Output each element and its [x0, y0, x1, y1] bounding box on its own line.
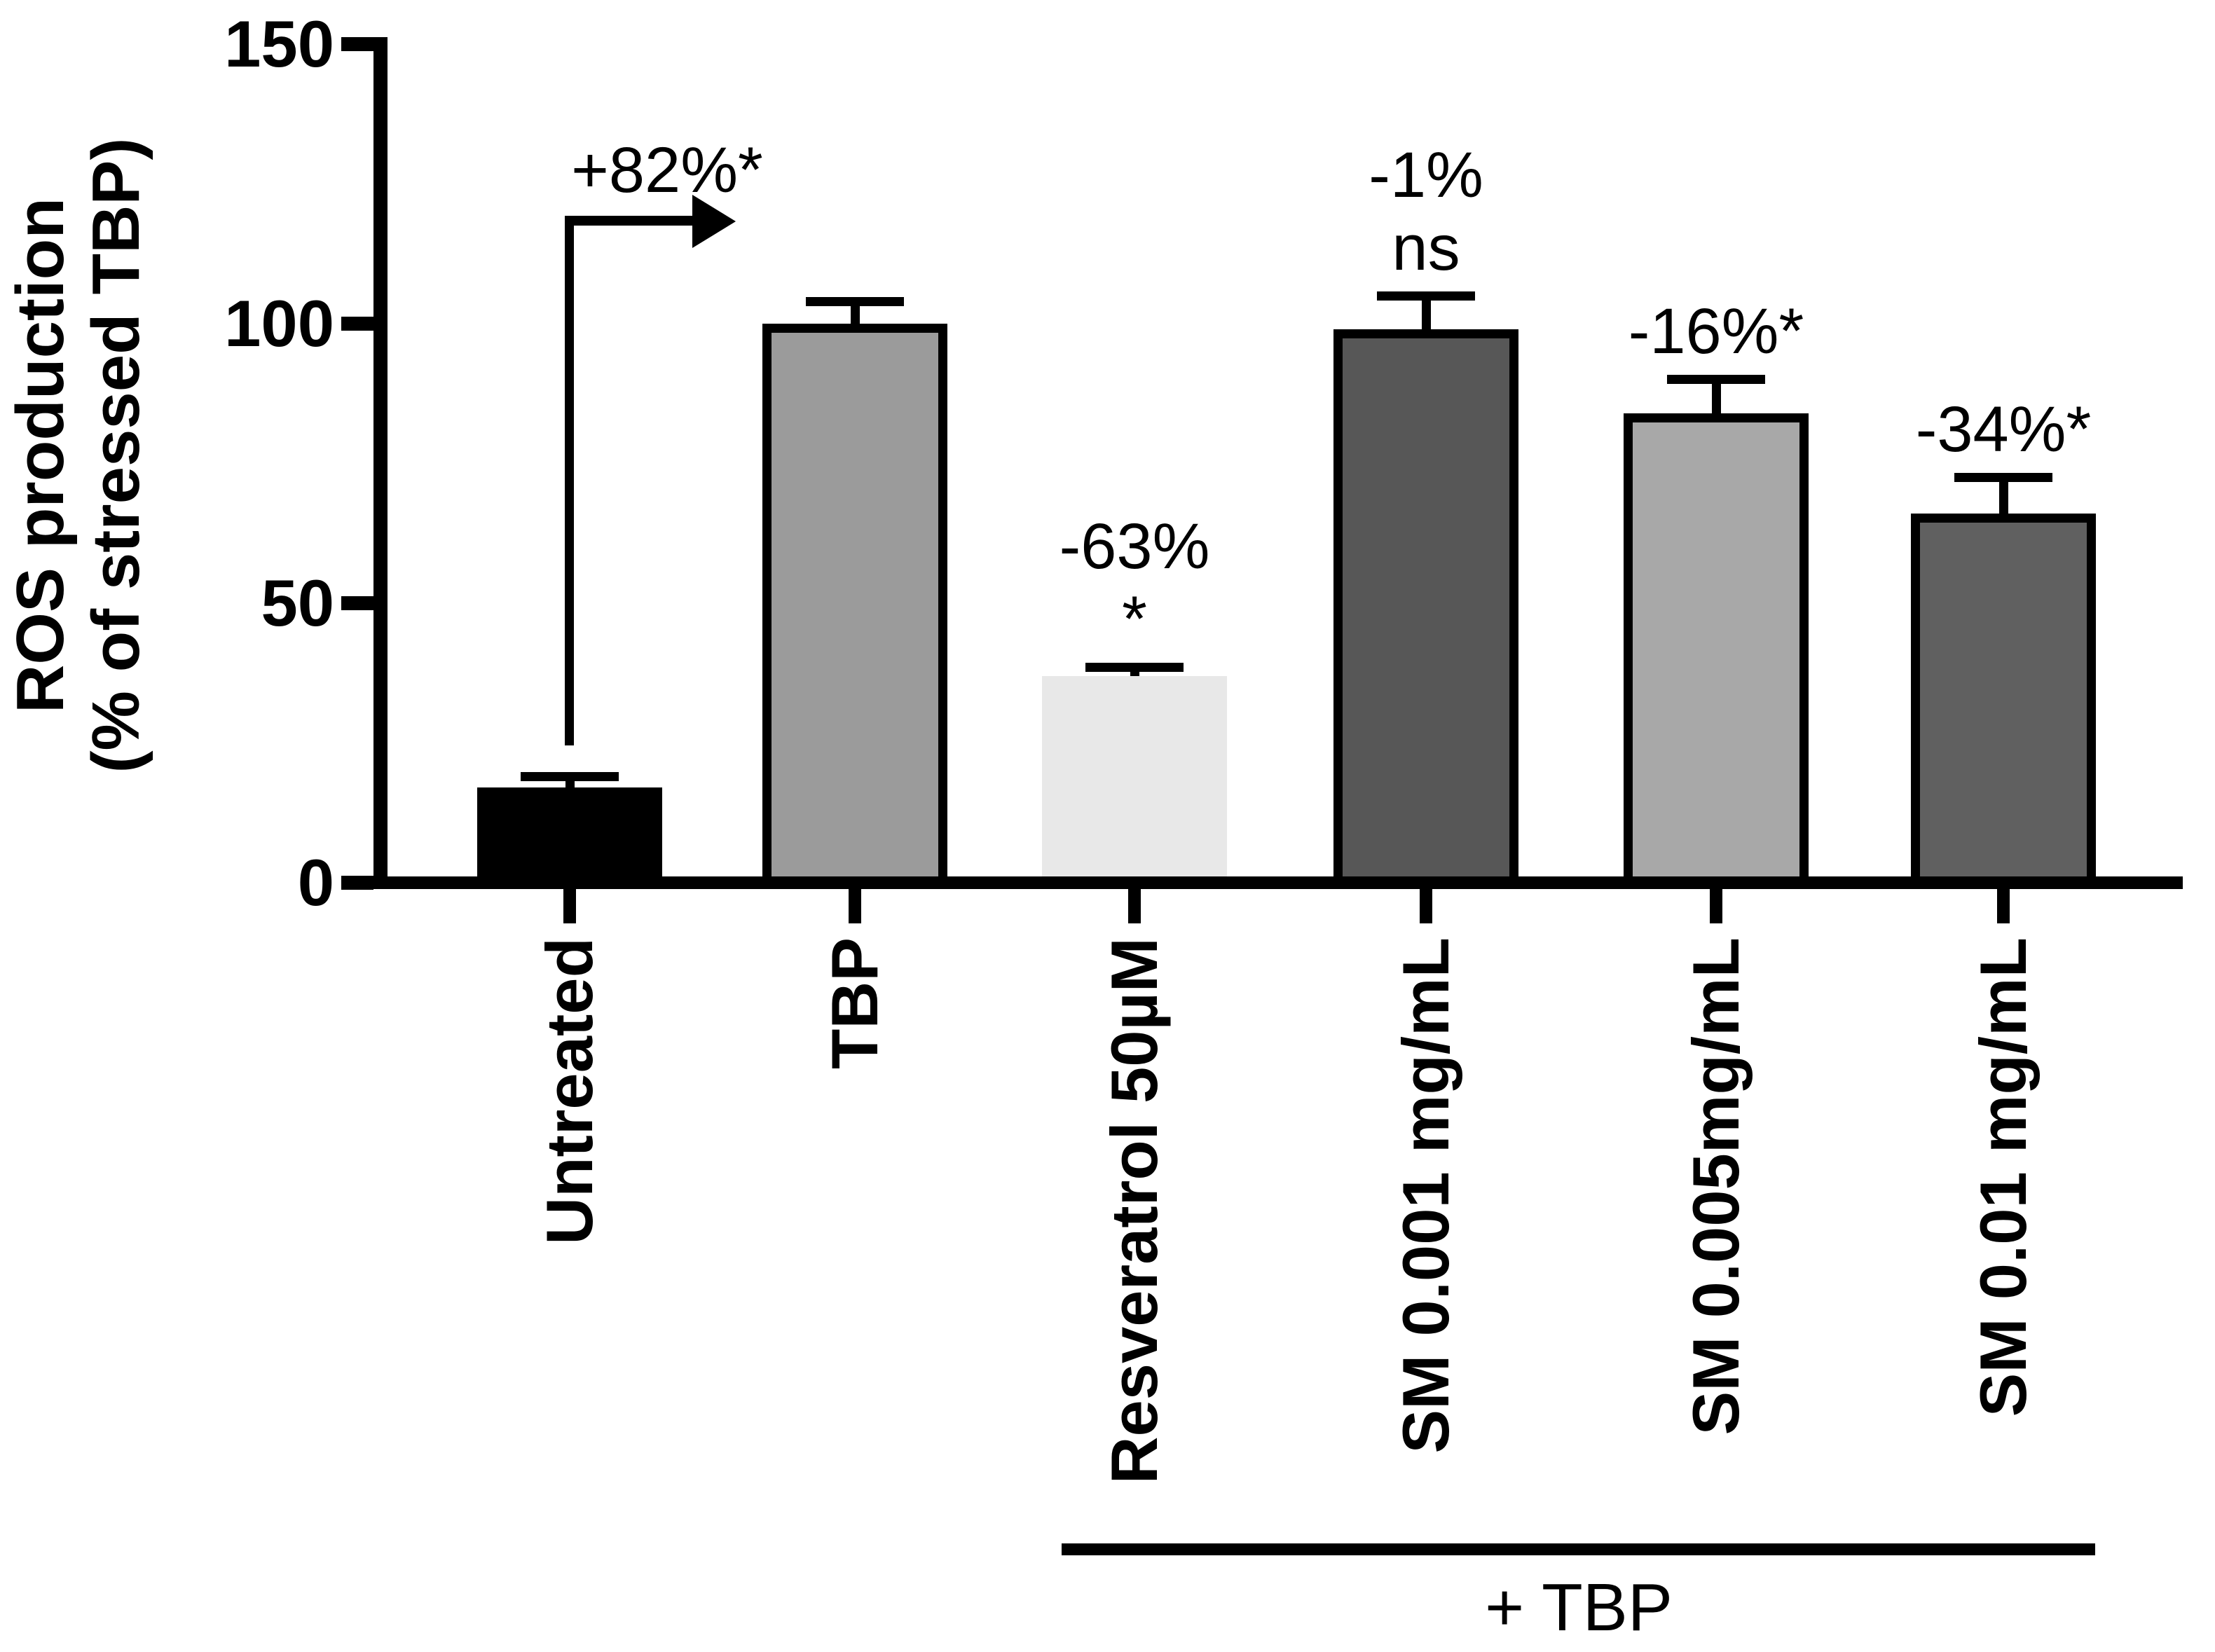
- increase-arrow-label: +82%*: [571, 135, 763, 206]
- x-axis-label-untreated: Untreated: [533, 937, 606, 1245]
- annotation-sm-0-001-mg-ml-line-2: ns: [1392, 212, 1460, 284]
- y-axis-title-text: ROS production (% of stressed TBP): [3, 138, 154, 773]
- tbp-group-bracket-line: [1062, 1543, 2095, 1555]
- error-bar-cap-resveratrol-50-m: [1085, 663, 1184, 673]
- x-axis-label-sm-0-001-mg-ml: SM 0.001 mg/mL: [1389, 937, 1462, 1454]
- x-axis-label-sm-0-01-mg-ml: SM 0.01 mg/mL: [1966, 937, 2040, 1417]
- x-axis-label-tbp: TBP: [818, 937, 891, 1069]
- error-bar-stem-sm-0-005mg-ml: [1711, 379, 1721, 416]
- y-tick-150: [341, 37, 373, 51]
- x-tick-sm-0-001-mg-ml: [1420, 889, 1432, 923]
- x-axis-label-resveratrol-50-m: Resveratrol 50µM: [1097, 937, 1171, 1485]
- y-tick-label-150: 150: [224, 7, 334, 81]
- y-tick-0: [341, 876, 373, 890]
- annotation-resveratrol-50-m-line-1: -63%: [1059, 511, 1210, 583]
- y-axis-spine: [373, 37, 388, 889]
- increase-arrow-vertical-line: [565, 221, 574, 745]
- annotation-sm-0-005mg-ml: -16%*: [1436, 295, 1996, 368]
- annotation-sm-0-005mg-ml-line-1: -16%*: [1628, 296, 1804, 368]
- y-tick-50: [341, 596, 373, 610]
- y-tick-label-50: 50: [261, 566, 334, 640]
- error-bar-cap-sm-0-001-mg-ml: [1377, 291, 1475, 301]
- x-tick-resveratrol-50-m: [1128, 889, 1141, 923]
- bar-tbp: [762, 324, 947, 889]
- annotation-resveratrol-50-m: -63% *: [854, 510, 1415, 656]
- y-tick-100: [341, 317, 373, 331]
- increase-arrow-horizontal-line: [565, 216, 692, 226]
- y-axis-title-line2: (% of stressed TBP): [78, 137, 153, 773]
- error-bar-cap-untreated: [521, 771, 619, 781]
- error-bar-cap-sm-0-01-mg-ml: [1954, 472, 2052, 482]
- bar-resveratrol-50-m: [1042, 675, 1227, 889]
- x-tick-untreated: [563, 889, 576, 923]
- x-tick-sm-0-01-mg-ml: [1997, 889, 2010, 923]
- bar-untreated: [477, 787, 662, 889]
- bar-sm-0-005mg-ml: [1624, 413, 1809, 889]
- error-bar-cap-sm-0-005mg-ml: [1667, 375, 1765, 385]
- x-axis-label-sm-0-005mg-ml: SM 0.005mg/mL: [1679, 937, 1753, 1436]
- bar-sm-0-001-mg-ml: [1333, 329, 1518, 889]
- error-bar-cap-tbp: [806, 296, 904, 306]
- x-tick-tbp: [849, 889, 861, 923]
- annotation-sm-0-01-mg-ml-line-1: -34%*: [1915, 393, 2092, 465]
- x-axis-spine: [371, 876, 2183, 889]
- y-tick-label-0: 0: [297, 846, 334, 919]
- bar-sm-0-01-mg-ml: [1911, 514, 2096, 889]
- x-tick-sm-0-005mg-ml: [1710, 889, 1722, 923]
- increase-arrow-head-icon: [692, 195, 736, 248]
- annotation-sm-0-001-mg-ml: -1% ns: [1146, 139, 1706, 284]
- error-bar-stem-tbp: [850, 301, 860, 326]
- annotation-sm-0-001-mg-ml-line-1: -1%: [1369, 139, 1483, 211]
- tbp-group-bracket-label: + TBP: [1485, 1570, 1673, 1645]
- y-tick-label-100: 100: [224, 287, 334, 360]
- annotation-sm-0-01-mg-ml: -34%*: [1723, 393, 2215, 466]
- error-bar-stem-sm-0-01-mg-ml: [1998, 477, 2008, 517]
- annotation-resveratrol-50-m-line-2: *: [1122, 584, 1147, 656]
- error-bar-stem-sm-0-001-mg-ml: [1421, 296, 1431, 332]
- y-axis-title-line1: ROS production: [3, 198, 78, 713]
